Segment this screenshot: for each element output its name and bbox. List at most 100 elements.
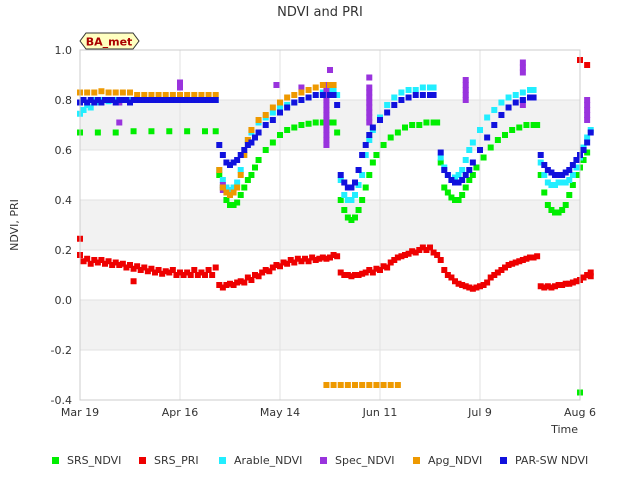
data-point — [466, 167, 473, 173]
data-point — [323, 97, 330, 103]
data-point — [216, 172, 223, 178]
data-point — [323, 92, 330, 98]
data-point — [466, 177, 473, 183]
legend-label: SRS_PRI — [154, 454, 199, 467]
data-point — [462, 172, 469, 178]
data-point — [448, 177, 455, 183]
data-point — [216, 142, 223, 148]
data-point — [441, 267, 448, 273]
y-tick-label: 0.8 — [55, 94, 73, 107]
data-point — [537, 159, 544, 166]
plot-band — [80, 200, 580, 250]
data-point — [462, 87, 469, 93]
data-point — [559, 172, 566, 178]
data-point — [327, 119, 333, 126]
data-point — [205, 267, 212, 273]
data-point — [323, 255, 330, 262]
data-point — [177, 84, 183, 91]
data-point — [519, 59, 526, 66]
data-point — [566, 192, 573, 198]
data-point — [255, 129, 262, 136]
data-point — [98, 88, 105, 95]
data-point — [419, 244, 426, 251]
data-point — [398, 253, 405, 260]
data-point — [169, 92, 176, 98]
data-point — [184, 92, 191, 98]
data-point — [252, 164, 258, 171]
data-point — [559, 207, 566, 213]
data-point — [219, 152, 226, 158]
data-point — [184, 269, 191, 276]
data-point — [337, 177, 344, 183]
series-spec-ndvi — [116, 59, 591, 193]
data-point — [348, 217, 355, 223]
data-point — [552, 209, 558, 216]
data-point — [162, 92, 169, 98]
data-point — [130, 265, 137, 272]
data-point — [241, 147, 248, 153]
data-point — [462, 92, 469, 98]
data-point — [455, 197, 462, 203]
legend-label: Spec_NDVI — [335, 454, 395, 467]
data-point — [112, 129, 119, 136]
data-point — [502, 132, 508, 138]
data-point — [502, 264, 508, 271]
data-point — [102, 97, 108, 103]
data-point — [237, 172, 244, 178]
data-point — [273, 82, 280, 88]
data-point — [337, 197, 344, 203]
data-point — [530, 94, 537, 101]
data-point — [212, 97, 219, 103]
data-point — [427, 244, 433, 251]
data-point — [419, 92, 426, 98]
data-point — [323, 122, 330, 128]
data-point — [398, 89, 405, 96]
data-point — [223, 189, 230, 196]
data-point — [423, 119, 430, 126]
data-point — [391, 94, 398, 101]
data-point — [191, 92, 198, 98]
data-point — [327, 92, 333, 98]
data-point — [148, 97, 155, 103]
x-tick-label: Apr 16 — [162, 406, 199, 419]
legend-item: PAR-SW NDVI — [500, 454, 588, 467]
data-point — [448, 274, 455, 281]
x-tick-labels: Mar 19 Apr 16 May 14 Jun 11 Jul 9 Aug 6 — [61, 406, 596, 419]
data-point — [423, 247, 430, 253]
data-point — [248, 127, 255, 133]
data-point — [584, 107, 591, 113]
data-point — [505, 262, 512, 268]
data-point — [219, 284, 226, 291]
data-point — [248, 277, 255, 283]
series-par-sw-ndvi — [77, 92, 594, 191]
data-point — [337, 382, 344, 388]
data-point — [327, 67, 333, 73]
data-point — [466, 284, 473, 291]
data-point — [544, 202, 551, 208]
data-point — [566, 280, 573, 287]
data-point — [419, 84, 426, 91]
data-point — [448, 194, 455, 201]
data-point — [523, 122, 530, 128]
data-point — [444, 189, 451, 196]
data-point — [344, 272, 351, 278]
data-point — [212, 128, 219, 135]
data-point — [512, 99, 519, 106]
data-point — [587, 269, 594, 276]
data-point — [205, 92, 212, 98]
data-point — [223, 184, 230, 191]
data-point — [377, 117, 383, 123]
data-point — [491, 272, 498, 278]
data-point — [284, 94, 291, 101]
data-point — [198, 269, 205, 276]
data-point — [312, 257, 319, 263]
data-point — [352, 192, 358, 198]
data-point — [323, 102, 330, 108]
y-tick-labels: 1.0 0.8 0.6 0.4 0.2 0.0 -0.2 -0.4 — [51, 44, 72, 407]
data-point — [412, 92, 419, 98]
data-point — [584, 117, 591, 123]
data-point — [223, 159, 230, 166]
data-point — [244, 137, 251, 143]
data-point — [112, 99, 119, 106]
